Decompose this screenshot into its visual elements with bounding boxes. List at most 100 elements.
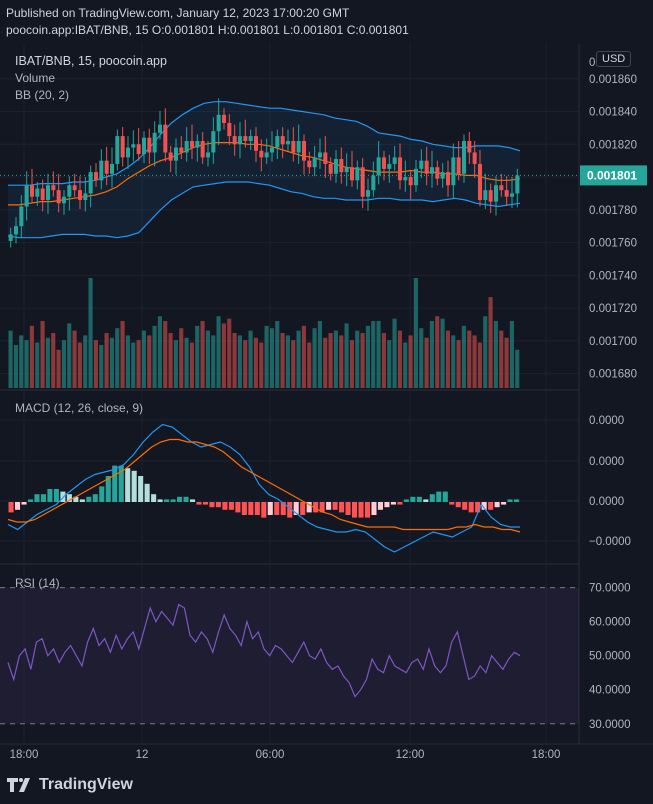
candle-body	[333, 159, 339, 174]
volume-bar	[264, 325, 269, 388]
volume-bar	[8, 330, 13, 388]
macd-histogram-bar	[235, 502, 241, 513]
candle-body	[259, 150, 264, 158]
volume-bar	[120, 321, 125, 388]
volume-bar	[35, 342, 40, 388]
candle-body	[157, 124, 163, 133]
macd-histogram-bar	[436, 491, 442, 502]
candle-body	[280, 136, 285, 145]
volume-bar	[232, 333, 237, 388]
volume-bar	[515, 349, 520, 388]
price-axis[interactable]: 0.0018600.0018400.0018200.0018000.001780…	[580, 57, 647, 731]
time-tick-label: 12:00	[396, 749, 425, 761]
volume-bar	[184, 337, 189, 388]
volume-bar	[296, 330, 301, 388]
tradingview-logo[interactable]: TradingView	[7, 776, 133, 794]
macd-histogram-bar	[267, 502, 273, 515]
last-price-badge	[580, 165, 647, 186]
macd-histogram-bar	[514, 499, 520, 502]
macd-histogram-bar	[138, 476, 144, 502]
price-tick-label: 0.001840	[589, 107, 637, 119]
macd-histogram-bar	[455, 502, 461, 508]
macd-histogram-bar	[274, 502, 280, 515]
volume-bar	[67, 323, 72, 388]
volume-bar	[419, 328, 424, 388]
candle-body	[83, 193, 88, 200]
macd-histogram-bar	[494, 502, 500, 508]
macd-line	[7, 423, 520, 553]
macd-histogram-bar	[202, 502, 209, 505]
candle-body	[264, 152, 269, 158]
macd-histogram-bar	[280, 502, 286, 515]
candle-body	[40, 188, 45, 200]
candle-body	[403, 177, 408, 181]
tradingview-logo-icon	[7, 778, 30, 792]
candle-body	[440, 172, 445, 179]
candle-body	[29, 185, 35, 197]
volume-bar	[445, 330, 450, 388]
macd-histogram-bar	[118, 465, 124, 502]
rsi-tick-label: 60.0000	[589, 617, 631, 629]
candle-body	[413, 168, 419, 186]
macd-tick-label: 0.0000	[589, 415, 624, 427]
volume-bar	[253, 337, 258, 388]
candle-body	[355, 167, 360, 181]
volume-bar	[163, 321, 168, 388]
volume-bar	[285, 335, 290, 388]
candle-body	[115, 136, 120, 164]
macd-histogram-bar	[488, 502, 494, 510]
signal-line	[7, 438, 521, 533]
volume-bar	[77, 342, 82, 388]
macd-histogram-bar	[254, 502, 260, 515]
time-tick-label: 06:00	[256, 749, 285, 761]
bb-upper-line	[8, 101, 521, 186]
macd-histogram-bar	[300, 502, 306, 515]
volume-bar	[152, 325, 157, 388]
volume-bar	[168, 333, 173, 388]
price-tick-label: 0.001740	[589, 270, 637, 282]
currency-button[interactable]: USD	[596, 51, 632, 67]
macd-histogram-bar	[423, 499, 429, 502]
candle-body	[168, 152, 173, 161]
volume-bar	[227, 318, 232, 388]
macd-tick-label: 0.0000	[589, 456, 624, 468]
candle-body	[291, 141, 296, 153]
volume-bar	[307, 342, 312, 388]
macd-histogram-bar	[47, 489, 53, 502]
macd-histogram-bar	[332, 502, 338, 510]
macd-histogram-bar	[326, 502, 332, 510]
candle-body	[248, 136, 253, 142]
volume-bar	[333, 330, 338, 388]
volume-bar	[408, 335, 413, 388]
candle-body	[339, 159, 344, 173]
macd-histogram-bar	[397, 502, 403, 505]
candle-body	[227, 122, 232, 137]
volume-bar	[221, 323, 226, 388]
candle-body	[56, 190, 61, 204]
macd-histogram-bar	[131, 470, 137, 502]
macd-histogram-bar	[170, 499, 176, 502]
candle-body	[19, 206, 24, 227]
macd-histogram-bar	[313, 502, 319, 513]
macd-histogram-bar	[351, 502, 358, 518]
volume-bar	[141, 330, 146, 388]
macd-histogram-bar	[481, 502, 487, 510]
candle-body	[205, 152, 211, 158]
candle-body	[376, 157, 381, 176]
volume-bar	[269, 328, 274, 388]
volume-bar	[157, 316, 162, 388]
macd-histogram-bar	[228, 502, 234, 510]
candle-body	[397, 157, 403, 181]
volume-bar	[216, 316, 221, 388]
time-axis[interactable]: 18:00 12 06:00 12:00 18:00	[0, 743, 653, 761]
macd-histogram-bar	[151, 494, 157, 502]
macd-histogram-bar	[345, 502, 351, 515]
candle-body	[221, 114, 227, 123]
chart-area[interactable]: 0.0018600.0018400.0018200.0018000.001780…	[0, 44, 653, 770]
volume-bar	[477, 342, 482, 388]
candle-body	[61, 196, 67, 204]
volume-bar	[392, 318, 397, 388]
published-text: Published on TradingView.com, January 12…	[6, 6, 350, 20]
macd-histogram-bar	[66, 494, 72, 502]
volume-bar	[387, 340, 392, 388]
